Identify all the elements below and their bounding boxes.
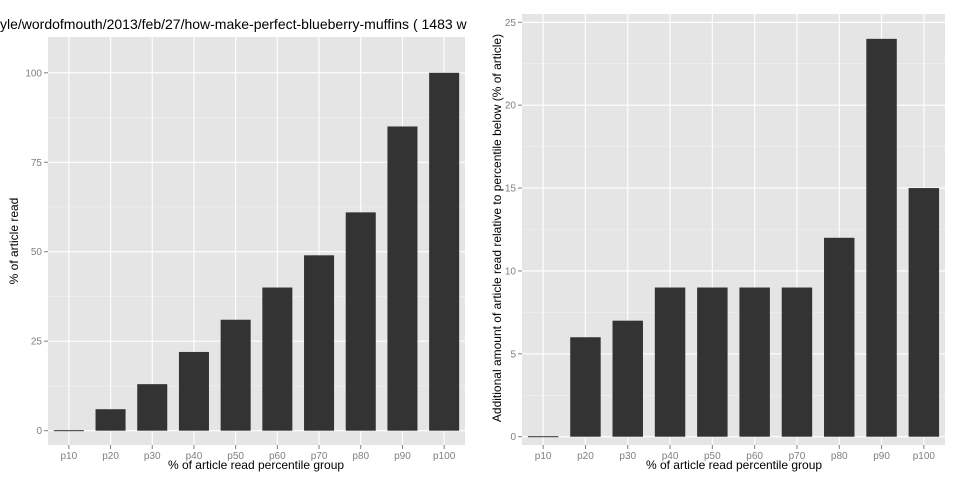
x-tick-label: p100	[433, 451, 456, 462]
y-tick-label: 25	[505, 18, 517, 29]
x-tick-label: p100	[913, 451, 936, 462]
bar-p90	[387, 126, 418, 431]
bar-p50	[220, 319, 251, 431]
x-tick-label: p40	[662, 451, 679, 462]
bar-p100	[908, 188, 940, 437]
x-tick-label: p70	[789, 451, 806, 462]
bar-p80	[824, 237, 855, 437]
x-axis-title-right: % of article read percentile group	[646, 458, 822, 472]
x-tick-label: p30	[144, 451, 161, 462]
y-tick-label: 5	[510, 349, 516, 360]
x-tick-label: p30	[619, 451, 636, 462]
bar-p100	[429, 72, 460, 431]
x-tick-label: p90	[873, 451, 890, 462]
bar-p20	[570, 337, 601, 437]
bar-p10	[527, 436, 559, 438]
chart-title-left: yle/wordofmouth/2013/feb/27/how-make-per…	[0, 16, 468, 32]
bar-p50	[697, 287, 728, 437]
x-tick-label: p10	[535, 451, 552, 462]
bar-p80	[345, 212, 376, 431]
bar-p40	[654, 287, 686, 437]
y-tick-label: 50	[31, 247, 43, 258]
y-tick-label: 20	[505, 101, 517, 112]
y-tick-label: 25	[31, 337, 43, 348]
bar-p70	[781, 287, 813, 437]
bar-p30	[612, 320, 643, 437]
x-tick-label: p40	[186, 451, 203, 462]
x-tick-label: p20	[577, 451, 594, 462]
y-tick-label: 0	[510, 432, 516, 443]
y-tick-label: 15	[505, 184, 517, 195]
bar-p70	[304, 255, 335, 431]
x-tick-label: p70	[311, 451, 328, 462]
x-tick-label: p10	[61, 451, 78, 462]
x-axis-title-left: % of article read percentile group	[168, 458, 344, 472]
y-ticks-right: 0 5 10 15 20 25	[505, 18, 522, 443]
bar-p30	[137, 384, 168, 431]
bar-p40	[178, 351, 209, 431]
x-tick-label: p50	[704, 451, 721, 462]
bars-left	[53, 72, 460, 432]
x-tick-label: p60	[269, 451, 286, 462]
x-tick-label: p90	[394, 451, 411, 462]
x-tick-label: p80	[352, 451, 369, 462]
bar-p90	[866, 38, 897, 437]
x-tick-label: p20	[102, 451, 119, 462]
y-tick-label: 0	[36, 426, 42, 437]
y-tick-label: 75	[31, 158, 43, 169]
x-ticks-right: p10 p20 p30 p40 p50 p60 p70 p80 p90 p100	[535, 445, 936, 462]
x-ticks-left: p10 p20 p30 p40 p50 p60 p70 p80 p90 p100	[61, 445, 456, 462]
bars-right	[527, 38, 940, 438]
y-axis-title-left: % of article read	[7, 198, 21, 285]
bar-p60	[262, 287, 293, 431]
y-axis-title-right: Additional amount of article read relati…	[490, 34, 504, 422]
bar-p20	[95, 409, 126, 431]
y-tick-label: 100	[25, 68, 42, 79]
y-ticks-left: 0 25 50 75 100	[25, 68, 48, 437]
y-tick-label: 10	[505, 266, 517, 277]
bar-p10	[53, 430, 84, 432]
bar-p60	[739, 287, 770, 437]
x-tick-label: p50	[227, 451, 244, 462]
x-tick-label: p60	[746, 451, 763, 462]
x-tick-label: p80	[831, 451, 848, 462]
